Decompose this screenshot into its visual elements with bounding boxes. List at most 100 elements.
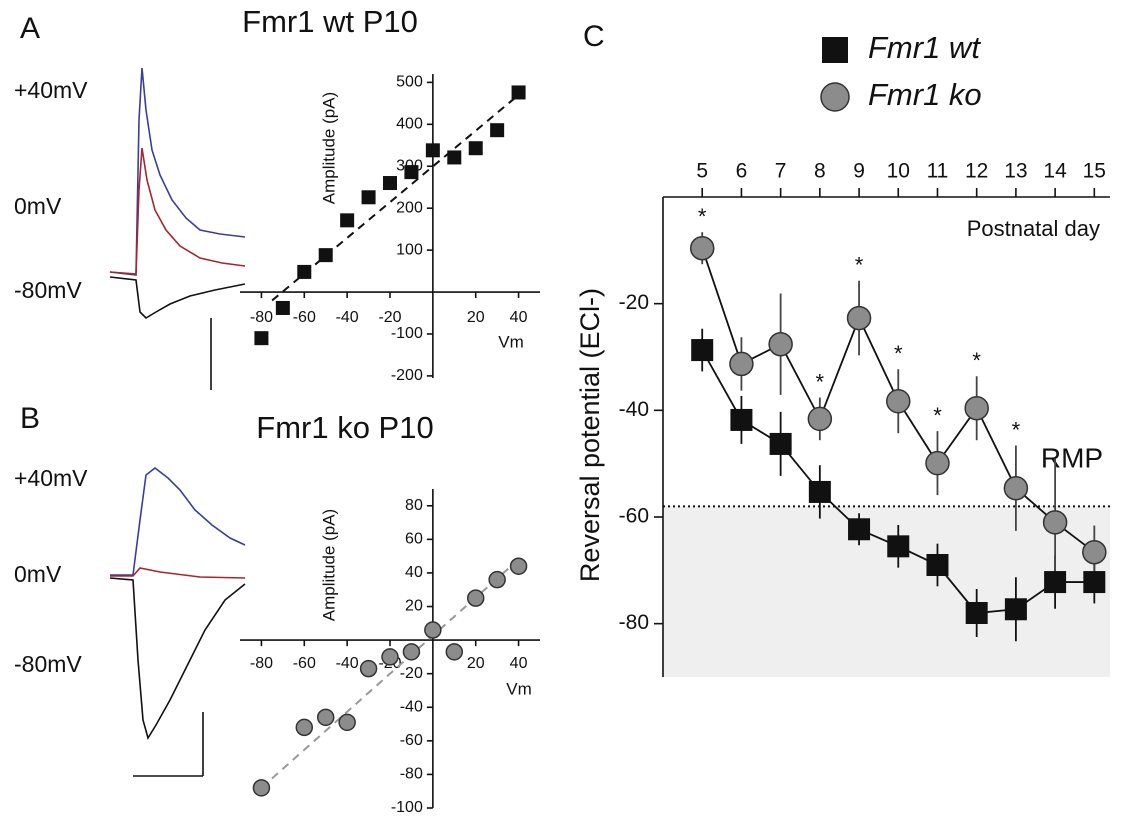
trace-label: -80mV — [14, 651, 82, 677]
marker — [488, 570, 506, 589]
x-tick-label: -60 — [293, 655, 316, 672]
marker — [425, 143, 440, 158]
annotation: * — [933, 403, 942, 428]
y-tick-label: -40 — [400, 698, 423, 715]
x-tick-label: 10 — [887, 160, 910, 183]
legend-marker — [820, 82, 850, 112]
traces-b — [109, 466, 246, 777]
x-axis-label: Vm — [506, 679, 532, 698]
marker — [509, 557, 528, 575]
y-tick-label: 200 — [396, 199, 423, 216]
x-tick-label: 12 — [965, 160, 988, 183]
marker — [729, 351, 754, 377]
marker — [886, 389, 911, 414]
legend-marker — [822, 37, 848, 63]
marker — [254, 331, 269, 346]
marker — [964, 395, 989, 421]
marker — [381, 648, 399, 666]
x-tick-label: -20 — [378, 309, 401, 326]
reference-band — [663, 506, 1110, 677]
marker — [404, 165, 419, 180]
x-tick-label: -40 — [336, 309, 359, 326]
x-axis-label: Vm — [498, 332, 524, 351]
trace-label: +40mV — [14, 465, 88, 491]
marker — [887, 535, 910, 558]
marker — [691, 339, 714, 362]
panel-label: C — [583, 20, 605, 53]
y-tick-label: 400 — [396, 116, 423, 133]
y-tick-label: -80 — [619, 611, 649, 634]
panel-title: Fmr1 wt P10 — [242, 4, 418, 39]
marker — [848, 518, 871, 541]
marker — [511, 85, 526, 100]
x-tick-label: 20 — [467, 655, 485, 672]
y-axis-label: Amplitude (pA) — [319, 509, 338, 621]
legend-label: Fmr1 wt — [868, 30, 981, 65]
marker — [925, 450, 950, 476]
marker — [490, 123, 505, 138]
y-tick-label: 40 — [405, 564, 423, 581]
x-tick-label: 40 — [510, 309, 528, 326]
marker — [361, 190, 376, 205]
y-tick-label: -200 — [391, 367, 423, 384]
y-tick-label: -40 — [619, 398, 649, 421]
x-tick-label: 13 — [1004, 160, 1027, 183]
marker — [768, 331, 793, 357]
y-tick-label: -20 — [619, 291, 649, 314]
y-tick-label: 100 — [396, 241, 423, 258]
marker — [316, 708, 335, 727]
marker — [730, 408, 753, 431]
marker — [965, 602, 988, 624]
marker — [297, 264, 312, 279]
marker — [1003, 475, 1029, 501]
trace-label: -80mV — [14, 277, 82, 303]
marker — [402, 643, 421, 661]
x-tick-label: 8 — [814, 160, 826, 183]
panel-label: B — [20, 402, 40, 435]
trace-label: 0mV — [14, 193, 62, 219]
x-tick-label: -80 — [250, 309, 273, 326]
y-tick-label: 500 — [396, 74, 423, 91]
marker — [359, 659, 378, 678]
x-tick-label: -40 — [336, 655, 359, 672]
marker — [1004, 598, 1027, 621]
annotation: * — [816, 369, 825, 394]
trace-label: 0mV — [14, 561, 62, 587]
x-tick-label: -60 — [293, 309, 316, 326]
marker — [1083, 571, 1106, 594]
marker — [1044, 571, 1067, 594]
trace — [110, 567, 246, 579]
y-tick-label: -60 — [400, 732, 423, 749]
marker — [338, 713, 356, 732]
x-tick-label: 11 — [927, 160, 949, 183]
marker — [1042, 510, 1068, 535]
marker — [424, 621, 442, 639]
x-axis-label: Postnatal day — [967, 216, 1100, 241]
panel-label: A — [20, 12, 40, 45]
marker — [808, 480, 831, 503]
marker — [275, 300, 290, 315]
x-tick-label: 7 — [775, 160, 787, 183]
x-tick-label: 15 — [1083, 160, 1106, 183]
legend-label: Fmr1 ko — [868, 77, 982, 112]
trace — [109, 276, 246, 320]
y-tick-label: -60 — [619, 505, 649, 528]
trace-label: +40mV — [14, 77, 88, 103]
marker — [807, 406, 833, 432]
marker — [1082, 539, 1107, 565]
x-tick-label: 9 — [853, 160, 865, 183]
x-tick-label: 40 — [510, 655, 528, 672]
x-tick-label: 5 — [696, 160, 708, 183]
y-tick-label: 80 — [405, 497, 423, 514]
annotation: * — [855, 253, 864, 278]
y-tick-label: -80 — [400, 766, 423, 783]
marker — [447, 150, 462, 165]
annotation: * — [698, 204, 707, 229]
trace — [109, 67, 246, 276]
trace — [110, 466, 246, 576]
y-tick-label: -100 — [391, 799, 423, 816]
marker — [769, 432, 792, 455]
y-tick-label: 60 — [405, 531, 423, 548]
annotation: * — [972, 348, 981, 373]
